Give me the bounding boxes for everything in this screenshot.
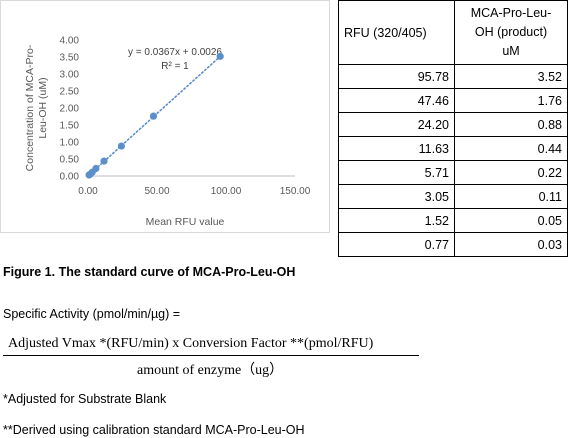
- trendline-equation: y = 0.0367x + 0.0026: [128, 47, 222, 58]
- y-tick-label: 1.50: [60, 121, 80, 132]
- header-conc-line: MCA-Pro-Leu-: [470, 6, 552, 20]
- concentration-cell: 1.76: [454, 88, 568, 113]
- x-tick-label: 50.00: [144, 186, 169, 197]
- table-row: 24.20 0.88: [338, 112, 568, 137]
- x-tick-label: 0.00: [78, 186, 98, 197]
- y-tick-label: 1.00: [60, 138, 80, 149]
- rfu-cell: 3.05: [338, 184, 455, 209]
- concentration-cell: 0.88: [454, 112, 568, 137]
- figure-caption: Figure 1. The standard curve of MCA-Pro-…: [3, 265, 296, 279]
- rfu-cell: 24.20: [338, 112, 455, 137]
- y-tick-label: 4.00: [60, 36, 80, 47]
- data-point: [85, 171, 93, 179]
- data-point: [100, 157, 108, 165]
- rfu-cell: 5.71: [338, 160, 455, 185]
- table-header-row: RFU (320/405) MCA-Pro-Leu- OH (product) …: [338, 0, 568, 65]
- formula-denominator: amount of enzyme（ug）: [137, 363, 284, 378]
- header-rfu: RFU (320/405): [338, 0, 455, 65]
- table-row: 3.05 0.11: [338, 184, 568, 209]
- table-body: 95.78 3.52 47.46 1.76 24.20 0.88 11.63 0.44 5.71…: [338, 64, 568, 257]
- y-tick-label: 2.50: [60, 87, 80, 98]
- data-point: [117, 142, 125, 150]
- chart-svg: y = 0.0367x + 0.0026 R² = 1 Mean RFU val…: [24, 36, 311, 229]
- footnote-substrate-blank: *Adjusted for Substrate Blank: [3, 392, 167, 406]
- rfu-cell: 11.63: [338, 136, 455, 161]
- concentration-cell: 0.11: [454, 184, 568, 209]
- header-conc-line: OH (product): [474, 25, 548, 39]
- footnote-calibration: **Derived using calibration standard MCA…: [3, 423, 305, 437]
- formula-numerator: Adjusted Vmax *(RFU/min) x Conversion Fa…: [8, 336, 374, 351]
- rfu-cell: 47.46: [338, 88, 455, 113]
- standard-curve-chart: y = 0.0367x + 0.0026 R² = 1 Mean RFU val…: [0, 0, 330, 233]
- x-tick-label: 100.00: [211, 186, 242, 197]
- rfu-concentration-table: RFU (320/405) MCA-Pro-Leu- OH (product) …: [338, 0, 568, 257]
- table-row: 11.63 0.44: [338, 136, 568, 161]
- y-tick-label: 2.00: [60, 104, 80, 115]
- header-concentration: MCA-Pro-Leu- OH (product) uM: [454, 0, 568, 65]
- concentration-cell: 0.03: [454, 232, 568, 257]
- y-tick-label: 3.50: [60, 53, 80, 64]
- x-tick-label: 150.00: [280, 186, 311, 197]
- table-row: 0.77 0.03: [338, 232, 568, 257]
- fraction-bar: [3, 355, 419, 356]
- y-axis-title-line2: Leu-OH (uM): [37, 77, 49, 138]
- rfu-cell: 1.52: [338, 208, 455, 233]
- x-axis-title: Mean RFU value: [146, 216, 225, 228]
- data-point: [216, 52, 224, 60]
- rfu-cell: 95.78: [338, 64, 455, 89]
- y-tick-label: 3.00: [60, 70, 80, 81]
- concentration-cell: 3.52: [454, 64, 568, 89]
- data-point: [149, 112, 158, 120]
- header-conc-line: uM: [502, 44, 520, 58]
- table-row: 95.78 3.52: [338, 64, 568, 89]
- y-axis-title-line1: Concentration of MCA-Pro-: [24, 44, 36, 171]
- concentration-cell: 0.05: [454, 208, 568, 233]
- table-row: 47.46 1.76: [338, 88, 568, 113]
- y-tick-label: 0.00: [60, 172, 80, 183]
- table-row: 1.52 0.05: [338, 208, 568, 233]
- rfu-cell: 0.77: [338, 232, 455, 257]
- y-tick-label: 0.50: [60, 155, 80, 166]
- specific-activity-label: Specific Activity (pmol/min/µg) =: [3, 307, 181, 321]
- r-squared-label: R² = 1: [161, 61, 189, 72]
- table-row: 5.71 0.22: [338, 160, 568, 185]
- concentration-cell: 0.44: [454, 136, 568, 161]
- concentration-cell: 0.22: [454, 160, 568, 185]
